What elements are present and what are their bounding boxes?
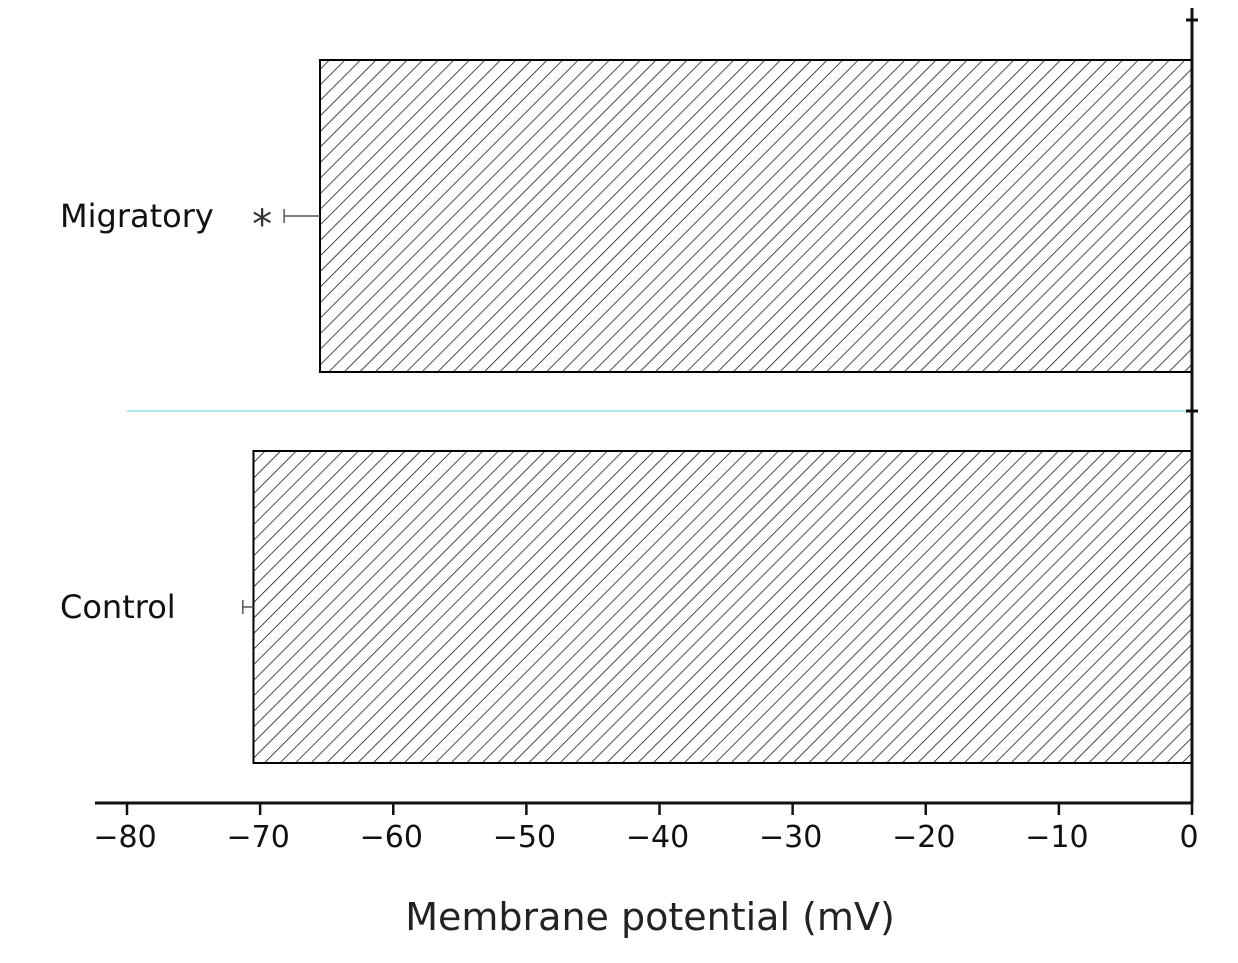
x-tick-label: −60 <box>360 820 423 855</box>
bar-migratory <box>319 59 1193 373</box>
category-label-control: Control <box>60 588 176 626</box>
x-tick-label: −10 <box>1025 820 1088 855</box>
x-axis-title: Membrane potential (mV) <box>405 895 895 939</box>
x-tick-label: −50 <box>493 820 556 855</box>
plot-area: Migratory * Control −80 −70 −60 −50 −40 −30 −20 −1… <box>60 8 1199 855</box>
x-tick-label: 0 <box>1179 820 1198 855</box>
significance-marker-migratory: * <box>252 202 272 248</box>
x-tick-label: −20 <box>892 820 955 855</box>
x-tick-label: −40 <box>626 820 689 855</box>
bar-control <box>252 450 1193 764</box>
x-tick-label: −80 <box>93 820 156 855</box>
x-tick-label: −30 <box>759 820 822 855</box>
category-label-migratory: Migratory <box>60 197 214 235</box>
x-tick-label: −70 <box>226 820 289 855</box>
